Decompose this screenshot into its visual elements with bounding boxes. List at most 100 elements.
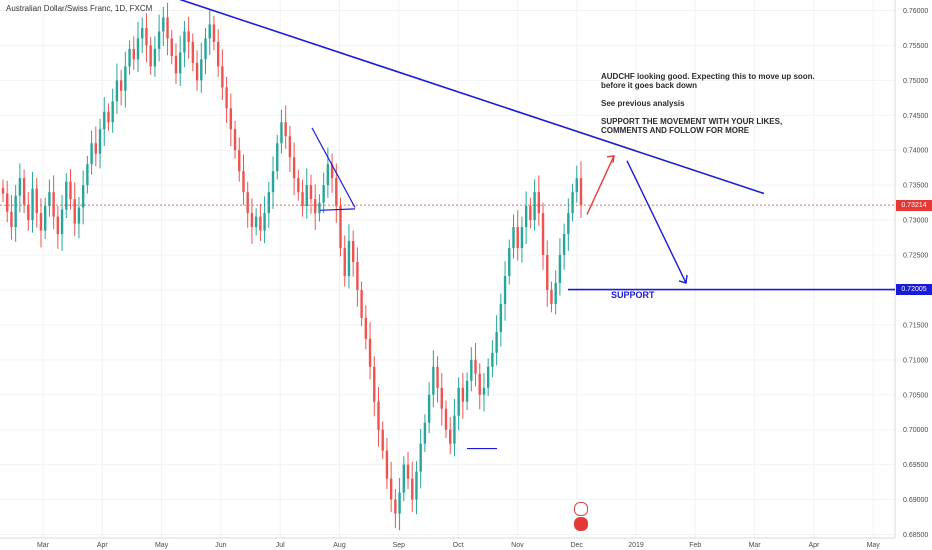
- candle-body: [69, 181, 72, 200]
- candle-body: [14, 195, 17, 228]
- support-price-badge: 0.72005: [896, 284, 932, 296]
- candle-body: [136, 38, 140, 60]
- candle-body: [432, 366, 435, 395]
- candle-body: [183, 31, 186, 53]
- candle-body: [124, 66, 127, 91]
- candle-body: [474, 359, 477, 374]
- candle-body: [516, 227, 519, 249]
- candle-body: [351, 241, 355, 263]
- candle-body: [271, 171, 275, 193]
- time-axis-labels: Mar Apr May Jun Jul Aug Sep Oct Nov Dec 2019 Feb Mar…: [37, 542, 880, 549]
- candle-body: [360, 289, 363, 318]
- candle-body: [98, 129, 102, 154]
- australia-flag-icon[interactable]: [574, 502, 588, 516]
- time-tick: Oct: [453, 542, 464, 549]
- candle-body: [339, 206, 342, 249]
- candle-body: [187, 31, 190, 42]
- candle-body: [554, 282, 557, 304]
- candle-body: [65, 181, 68, 210]
- candle-body: [465, 380, 469, 402]
- candle-body: [453, 415, 456, 444]
- candle-body: [508, 248, 511, 276]
- support-label: SUPPORT: [611, 290, 655, 300]
- candle-body: [111, 101, 114, 123]
- projection-up-arrow: [586, 155, 615, 215]
- price-tick: 0.69500: [903, 462, 928, 469]
- grid-lines: [0, 0, 895, 538]
- candle-body: [216, 41, 220, 67]
- candle-body: [284, 122, 287, 137]
- price-tick: 0.72500: [903, 253, 928, 260]
- candle-body: [170, 38, 173, 56]
- candle-body: [246, 192, 249, 214]
- candle-body: [373, 366, 376, 402]
- time-tick: Aug: [333, 542, 346, 549]
- candle-body: [103, 111, 106, 130]
- candle-body: [149, 45, 152, 67]
- candle-body: [546, 255, 549, 290]
- pattern-base-line: [319, 208, 356, 211]
- price-tick: 0.70500: [903, 392, 928, 399]
- candle-body: [225, 87, 228, 109]
- price-tick: 0.76000: [903, 8, 928, 15]
- candle-body: [128, 48, 131, 67]
- candle-body: [267, 192, 270, 214]
- candle-body: [419, 443, 422, 472]
- candle-body: [178, 52, 182, 74]
- candle-body: [81, 185, 85, 208]
- candle-body: [200, 59, 203, 81]
- candle-body: [415, 471, 418, 500]
- candle-body: [145, 27, 148, 46]
- candle-body: [233, 129, 237, 151]
- chart-title: Australian Dollar/Swiss Franc, 1D, FXCM: [6, 4, 153, 13]
- candle-body: [221, 66, 224, 88]
- candle-body: [579, 178, 583, 206]
- note-line-2: before it goes back down: [601, 81, 698, 90]
- price-tick: 0.74500: [903, 113, 928, 120]
- time-tick: Dec: [570, 542, 583, 549]
- candle-body: [229, 108, 233, 130]
- candle-body: [398, 492, 401, 514]
- candle-body: [533, 192, 536, 221]
- downtrend-line: [179, 0, 765, 195]
- candle-body: [115, 80, 119, 102]
- candle-body: [309, 185, 313, 200]
- candle-body: [427, 394, 431, 423]
- candle-body: [571, 192, 574, 214]
- candle-body: [567, 213, 570, 235]
- candle-body: [402, 464, 406, 493]
- candle-body: [259, 216, 262, 231]
- candle-body: [191, 41, 195, 63]
- switzerland-flag-icon[interactable]: [574, 517, 588, 531]
- time-tick: Sep: [393, 542, 406, 549]
- candle-body: [406, 464, 410, 479]
- price-tick: 0.70000: [903, 427, 928, 434]
- candle-body: [86, 164, 89, 186]
- candle-body: [322, 185, 325, 203]
- candle-body: [39, 213, 43, 231]
- time-tick: Mar: [37, 542, 50, 549]
- candle-body: [335, 178, 338, 207]
- candle-body: [575, 178, 578, 193]
- candle-body: [301, 192, 304, 207]
- current-price-badge: 0.73214: [896, 199, 932, 211]
- candle-body: [212, 24, 216, 42]
- candle-body: [141, 27, 144, 39]
- price-tick: 0.74000: [903, 148, 928, 155]
- price-tick: 0.73500: [903, 183, 928, 190]
- candle-body: [444, 408, 448, 430]
- time-tick: Feb: [689, 542, 701, 549]
- time-tick: Jul: [276, 542, 285, 549]
- price-tick: 0.68500: [903, 532, 928, 539]
- candle-body: [562, 234, 566, 256]
- candle-body: [550, 289, 553, 304]
- candle-body: [356, 262, 359, 290]
- candle-body: [558, 255, 562, 283]
- candle-body: [381, 429, 384, 451]
- candle-body: [292, 157, 296, 179]
- candle-body: [318, 202, 321, 214]
- candle-body: [529, 206, 532, 221]
- candle-body: [22, 178, 26, 205]
- note-line-6: SUPPORT THE MOVEMENT WITH YOUR LIKES,: [601, 117, 783, 126]
